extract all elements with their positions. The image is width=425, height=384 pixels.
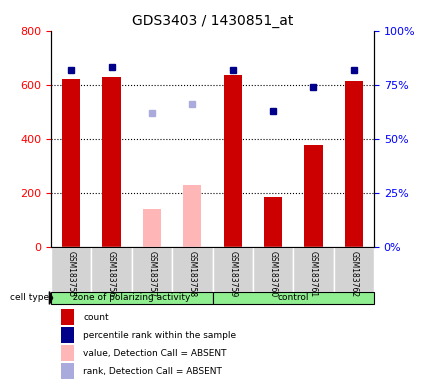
Bar xyxy=(212,291,374,304)
Text: GSM183757: GSM183757 xyxy=(147,251,156,297)
Text: GSM183760: GSM183760 xyxy=(269,251,278,297)
Text: control: control xyxy=(278,293,309,303)
Bar xyxy=(345,81,363,247)
Bar xyxy=(132,247,172,291)
Bar xyxy=(51,247,91,291)
Bar xyxy=(334,247,374,291)
Text: zone of polarizing activity: zone of polarizing activity xyxy=(73,293,190,303)
Text: GSM183755: GSM183755 xyxy=(67,251,76,297)
Bar xyxy=(61,363,74,379)
Bar xyxy=(51,291,212,304)
Bar xyxy=(102,77,121,247)
Polygon shape xyxy=(49,291,53,304)
Text: GSM183759: GSM183759 xyxy=(228,251,237,297)
Text: cell type: cell type xyxy=(10,293,49,303)
Bar xyxy=(61,327,74,343)
Text: percentile rank within the sample: percentile rank within the sample xyxy=(83,331,236,340)
Text: GSM183756: GSM183756 xyxy=(107,251,116,297)
Text: GSM183758: GSM183758 xyxy=(188,251,197,297)
Bar xyxy=(224,75,242,247)
Text: value, Detection Call = ABSENT: value, Detection Call = ABSENT xyxy=(83,349,227,358)
Bar xyxy=(91,247,132,291)
Bar xyxy=(264,197,282,247)
Text: rank, Detection Call = ABSENT: rank, Detection Call = ABSENT xyxy=(83,367,222,376)
Bar xyxy=(172,247,212,291)
Bar xyxy=(293,247,334,291)
Bar xyxy=(212,247,253,291)
Bar xyxy=(61,345,74,361)
Text: GSM183761: GSM183761 xyxy=(309,251,318,297)
Text: GSM183762: GSM183762 xyxy=(349,251,358,297)
Bar xyxy=(62,79,80,247)
Bar xyxy=(253,247,293,291)
Bar xyxy=(183,185,201,247)
Text: count: count xyxy=(83,313,109,322)
Bar xyxy=(61,310,74,325)
Title: GDS3403 / 1430851_at: GDS3403 / 1430851_at xyxy=(132,14,293,28)
Bar xyxy=(304,146,323,247)
Bar xyxy=(143,209,161,247)
